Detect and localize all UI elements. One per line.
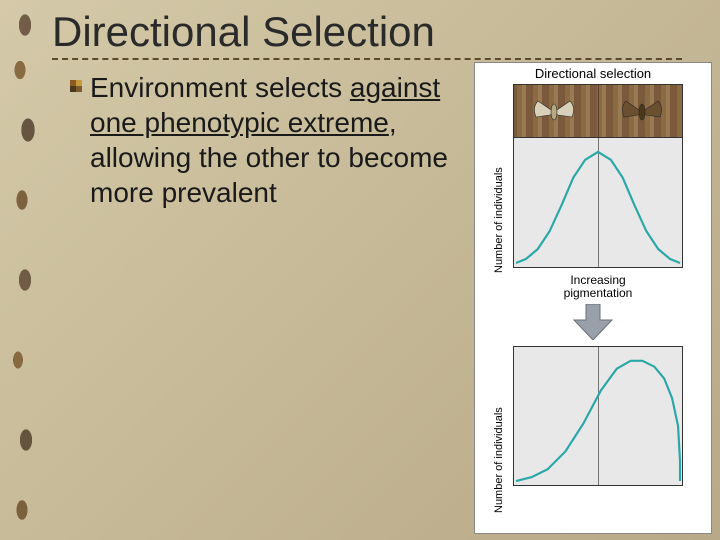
leaf-border-decoration xyxy=(0,0,50,540)
moth-phenotype-band xyxy=(513,84,683,138)
bullet-icon xyxy=(70,80,82,92)
title-underline xyxy=(52,58,682,60)
moth-light-icon xyxy=(532,97,576,127)
distribution-chart-after xyxy=(513,346,683,486)
moth-dark-icon xyxy=(620,97,664,127)
y-axis-label-chart1: Number of individuals xyxy=(493,167,505,273)
bell-curve-after xyxy=(516,361,680,481)
figure-title: Directional selection xyxy=(475,63,711,84)
arrow-down-icon xyxy=(572,304,614,340)
directional-selection-figure: Directional selection Number of individu… xyxy=(474,62,712,534)
bell-curve-before xyxy=(516,152,680,263)
x-axis-label: Increasing pigmentation xyxy=(513,274,683,300)
y-axis-label-chart2: Number of individuals xyxy=(493,407,505,513)
distribution-chart-before xyxy=(513,138,683,268)
body-pre: Environment selects xyxy=(90,72,350,103)
slide-title: Directional Selection xyxy=(52,8,435,56)
body-text: Environment selects against one phenotyp… xyxy=(90,70,460,210)
